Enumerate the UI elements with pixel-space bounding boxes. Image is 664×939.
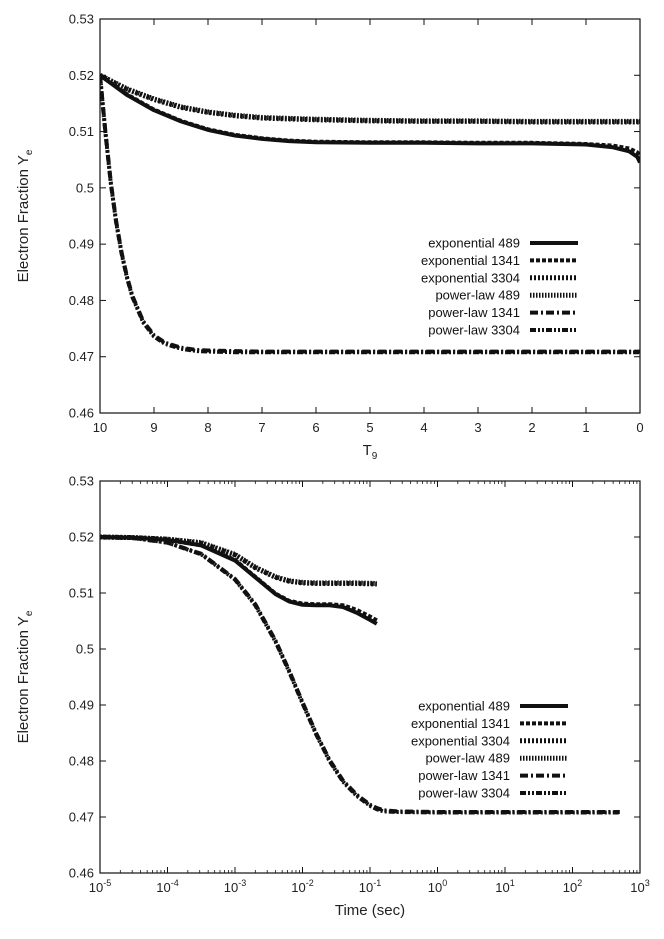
y-axis-label: Electron Fraction Ye	[15, 610, 35, 743]
series-group	[100, 73, 640, 355]
series-line-3	[100, 534, 377, 587]
y-tick-label: 0.52	[69, 68, 94, 83]
legend-label: exponential 1341	[421, 253, 520, 268]
x-tick-label: 9	[150, 420, 157, 435]
x-tick-label: 3	[474, 420, 481, 435]
x-tick-label: 102	[563, 878, 582, 895]
legend-label: exponential 3304	[421, 270, 520, 285]
y-tick-label: 0.49	[69, 237, 94, 252]
y-tick-label: 0.53	[69, 12, 94, 27]
y-tick-label: 0.5	[76, 180, 94, 195]
x-axis-label: T9	[363, 442, 378, 462]
series-line-5	[100, 75, 640, 354]
x-tick-label: 10-4	[156, 878, 178, 895]
x-tick-label: 10-1	[359, 878, 381, 895]
x-tick-label: 1	[582, 420, 589, 435]
x-tick-label: 8	[204, 420, 211, 435]
y-tick-label: 0.49	[69, 698, 94, 713]
series-line-5	[100, 535, 620, 814]
x-tick-label: 6	[312, 420, 319, 435]
legend-label: power-law 1341	[428, 305, 520, 320]
y-tick-label: 0.51	[69, 124, 94, 139]
legend-label: exponential 3304	[411, 733, 510, 748]
x-tick-label: 7	[258, 420, 265, 435]
legend-label: power-law 489	[435, 288, 520, 303]
legend-label: exponential 489	[418, 699, 510, 714]
x-tick-label: 0	[636, 420, 643, 435]
x-tick-label: 10-3	[224, 878, 246, 895]
x-tick-label: 4	[420, 420, 427, 435]
y-tick-label: 0.48	[69, 293, 94, 308]
y-tick-label: 0.46	[69, 406, 94, 421]
series-line-4	[100, 534, 377, 586]
x-tick-label: 103	[630, 878, 649, 895]
x-tick-label: 101	[495, 878, 514, 895]
series-line-4	[100, 73, 640, 124]
legend-label: power-law 1341	[418, 768, 510, 783]
x-tick-label: 10-5	[89, 878, 111, 895]
legend-label: exponential 489	[428, 236, 520, 251]
y-tick-label: 0.48	[69, 754, 94, 769]
x-axis-label: Time (sec)	[335, 902, 405, 919]
series-line-2	[100, 73, 640, 158]
legend-label: power-law 489	[425, 751, 510, 766]
x-tick-label: 5	[366, 420, 373, 435]
y-tick-label: 0.5	[76, 642, 94, 657]
y-tick-label: 0.52	[69, 530, 94, 545]
x-tick-label: 10-2	[291, 878, 313, 895]
y-tick-label: 0.53	[69, 474, 94, 489]
y-tick-label: 0.47	[69, 349, 94, 364]
series-group	[100, 534, 620, 815]
x-tick-label: 2	[528, 420, 535, 435]
y-tick-label: 0.47	[69, 810, 94, 825]
y-axis-label: Electron Fraction Ye	[15, 149, 35, 282]
series-line-3	[100, 73, 640, 125]
x-tick-label: 100	[428, 878, 447, 895]
chart-panel-2: 0.46 0.47 0.48 0.49 0.5 0.51 0.52 0.53 10-5 10-4 1…	[15, 474, 650, 920]
legend-label: exponential 1341	[411, 716, 510, 731]
series-line-6	[100, 75, 640, 355]
legend-label: power-law 3304	[418, 786, 510, 801]
y-tick-label: 0.51	[69, 586, 94, 601]
y-tick-label: 0.46	[69, 866, 94, 881]
legend-label: power-law 3304	[428, 323, 520, 338]
x-tick-label: 10	[93, 420, 107, 435]
series-line-6	[100, 535, 620, 815]
